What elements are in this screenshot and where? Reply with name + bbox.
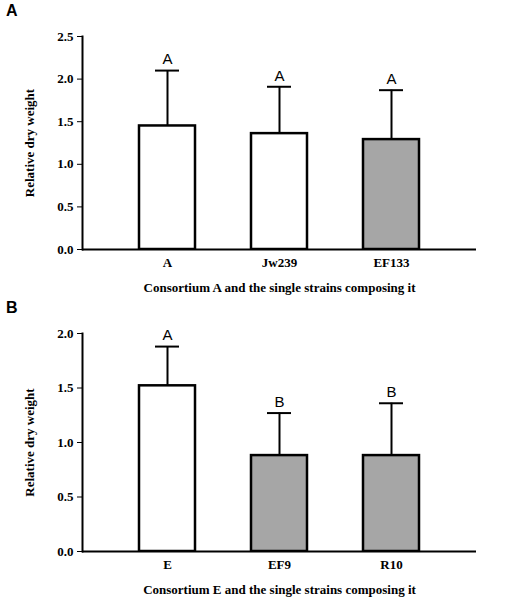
svg-text:R10: R10 bbox=[380, 557, 402, 572]
svg-text:A: A bbox=[162, 50, 172, 67]
svg-text:1.0: 1.0 bbox=[57, 435, 73, 450]
svg-text:EF9: EF9 bbox=[268, 557, 292, 572]
svg-text:Jw239: Jw239 bbox=[262, 255, 298, 270]
svg-text:A: A bbox=[162, 326, 172, 343]
svg-text:2.0: 2.0 bbox=[57, 326, 73, 341]
svg-text:B: B bbox=[274, 393, 284, 410]
html-text:A: A bbox=[6, 2, 18, 19]
html-text:B: B bbox=[6, 299, 18, 316]
svg-text:EF133: EF133 bbox=[373, 255, 410, 270]
svg-text:0.5: 0.5 bbox=[57, 489, 74, 504]
svg-text:1.5: 1.5 bbox=[57, 114, 74, 129]
svg-text:0.0: 0.0 bbox=[57, 242, 73, 257]
svg-text:1.0: 1.0 bbox=[57, 156, 73, 171]
svg-text:Relative dry weight: Relative dry weight bbox=[22, 388, 37, 497]
svg-text:0.5: 0.5 bbox=[57, 199, 74, 214]
svg-text:2.5: 2.5 bbox=[57, 29, 74, 44]
svg-text:A: A bbox=[274, 67, 284, 84]
svg-text:Consortium A and the single st: Consortium A and the single strains comp… bbox=[144, 280, 417, 295]
svg-text:Relative dry weight: Relative dry weight bbox=[22, 88, 37, 197]
svg-text:A: A bbox=[163, 255, 173, 270]
svg-text:0.0: 0.0 bbox=[57, 544, 73, 559]
svg-text:2.0: 2.0 bbox=[57, 71, 73, 86]
svg-text:A: A bbox=[386, 70, 396, 87]
svg-text:E: E bbox=[163, 557, 172, 572]
svg-text:B: B bbox=[386, 383, 396, 400]
svg-text:1.5: 1.5 bbox=[57, 380, 74, 395]
svg-text:Consortium E and the single st: Consortium E and the single strains comp… bbox=[143, 582, 416, 597]
